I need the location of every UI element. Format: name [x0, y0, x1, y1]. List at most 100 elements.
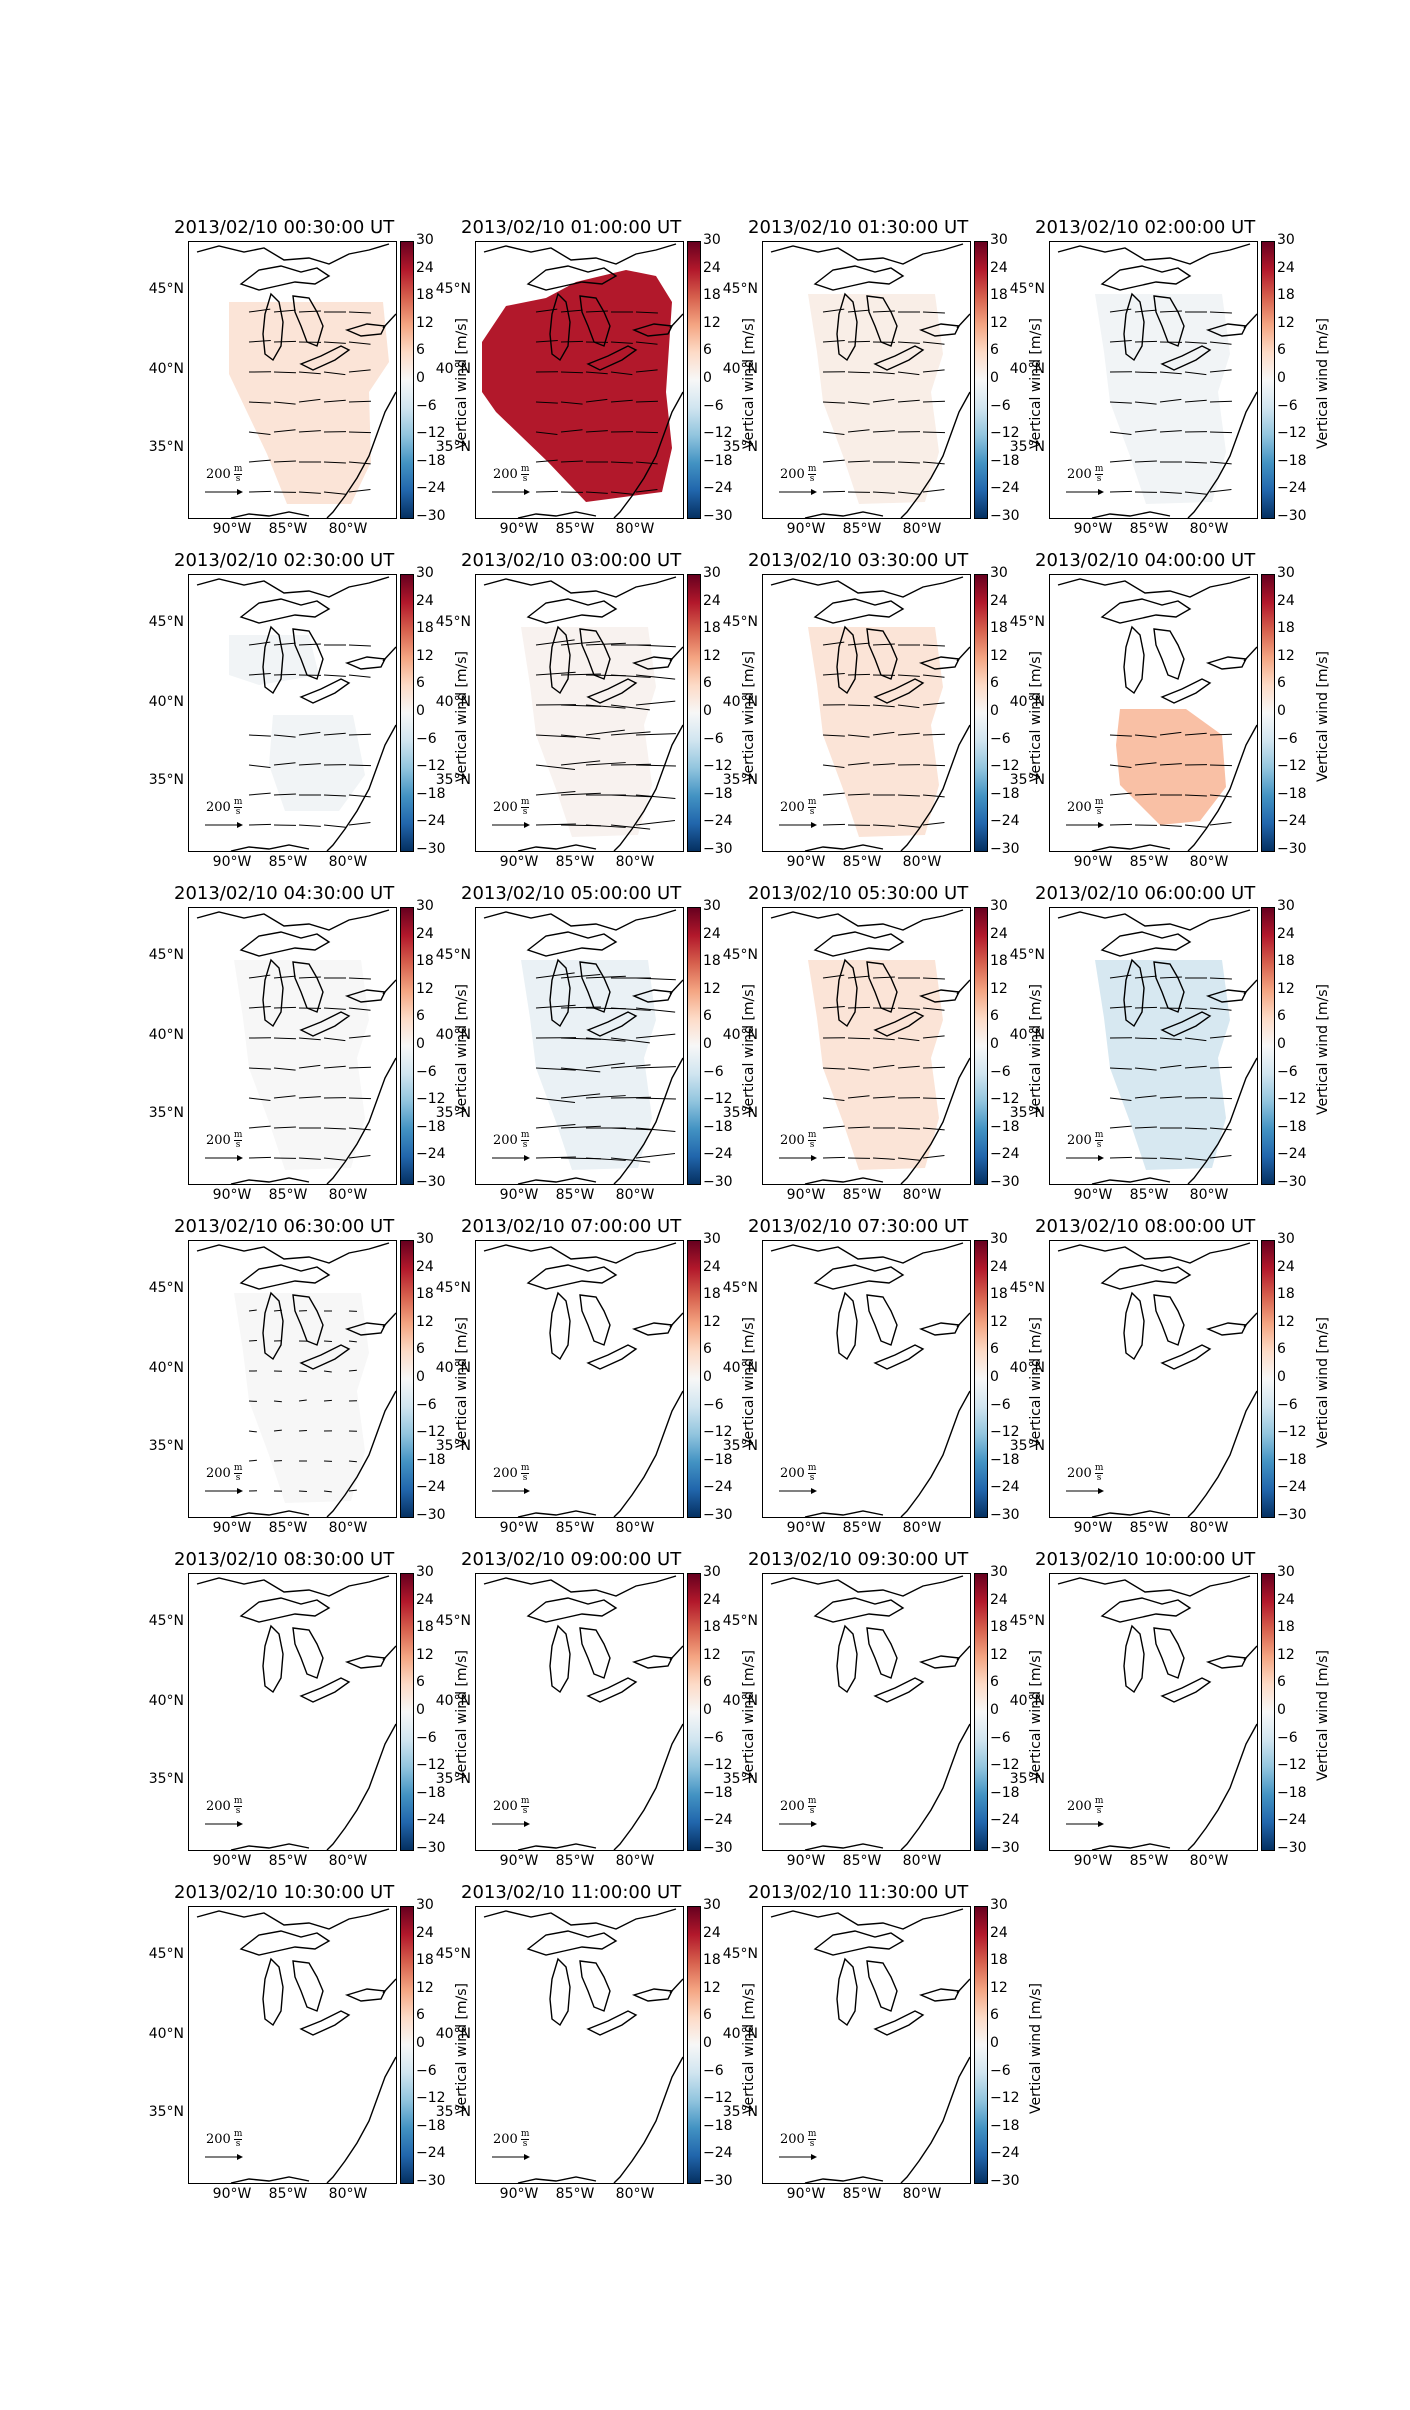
colorbar-label: Vertical wind [m/s]: [1315, 1317, 1331, 1448]
wind-arrow: [847, 309, 870, 313]
colorbar-tick-label: 24: [1277, 925, 1295, 942]
scale-arrowhead: [524, 1821, 530, 1827]
colorbar-tick-label: 12: [416, 1646, 434, 1663]
colorbar-tick-label: 30: [990, 565, 1008, 581]
panel-title: 2013/02/10 01:30:00 UT: [748, 217, 969, 238]
wind-arrow: [248, 1459, 257, 1462]
wind-arrow: [1209, 1066, 1232, 1069]
colorbar-tick-label: −18: [1277, 785, 1307, 802]
wind-arrow: [323, 1037, 346, 1042]
wind-arrow: [1159, 1037, 1182, 1041]
colorbar-tick-label: 30: [703, 232, 721, 248]
map-area: [475, 1240, 684, 1518]
coastline: [326, 724, 396, 851]
longitude-label: 80°W: [902, 854, 942, 870]
colorbar-tick-label: 18: [1277, 1286, 1295, 1303]
coastline: [1100, 931, 1192, 957]
scale-label: 200 m s: [780, 465, 817, 484]
colorbar-tick-label: 24: [416, 1924, 434, 1941]
colorbar-tick-label: −6: [990, 397, 1011, 414]
colorbar: [974, 1240, 988, 1518]
coastline: [836, 625, 858, 695]
colorbar-tick-label: 6: [990, 1341, 999, 1358]
wind-arrow: [348, 644, 371, 647]
wind-arrow: [847, 1067, 870, 1071]
colorbar: [974, 241, 988, 519]
wind-arrow: [323, 1157, 346, 1161]
wind-arrow: [922, 311, 945, 314]
map-svg: [483, 1242, 683, 1517]
coastline: [631, 1322, 674, 1336]
colorbar-label: Vertical wind [m/s]: [454, 318, 470, 449]
scale-value: 200: [780, 467, 805, 482]
colorbar-tick-label: −6: [416, 397, 437, 414]
wind-arrow: [610, 674, 651, 678]
colorbar-tick-label: −12: [1277, 1091, 1307, 1108]
coastline: [517, 1510, 597, 1517]
colorbar-tick-label: −18: [990, 1784, 1020, 1801]
map-area: [188, 1906, 397, 2184]
scale-label: 200 m s: [1067, 1797, 1104, 1816]
scale-label: 200 m s: [1067, 798, 1104, 817]
wind-arrow: [535, 490, 558, 493]
colorbar-tick-label: 12: [416, 980, 434, 997]
wind-arrow: [585, 642, 626, 646]
colorbar-tick-label: 30: [703, 1231, 721, 1247]
longitude-label: 80°W: [328, 854, 368, 870]
colorbar-label: Vertical wind [m/s]: [1315, 651, 1331, 782]
latitude-label: 45°N: [722, 947, 758, 963]
colorbar-tick-label: 24: [416, 1591, 434, 1608]
wind-arrow: [1209, 977, 1232, 980]
coastline: [299, 2010, 351, 2036]
colorbar-tick-label: 30: [703, 1564, 721, 1580]
colorbar-tick-label: 6: [703, 1674, 712, 1691]
wind-arrow: [872, 763, 895, 766]
colorbar-label: Vertical wind [m/s]: [1028, 651, 1044, 782]
map-svg: [196, 1908, 396, 2183]
colorbar-tick-label: 24: [703, 259, 721, 276]
wind-region: [234, 1293, 369, 1503]
colorbar-tick-label: −6: [1277, 730, 1298, 747]
longitude-label: 85°W: [1129, 521, 1169, 537]
scale-value: 200: [1067, 1466, 1092, 1481]
coastline: [813, 931, 905, 957]
wind-arrow: [847, 1037, 870, 1040]
wind-arrow: [535, 1124, 576, 1129]
wind-arrow: [298, 1399, 307, 1402]
coastline: [613, 2056, 683, 2183]
coastline: [344, 1988, 387, 2002]
colorbar-tick-label: −12: [416, 425, 446, 442]
colorbar-tick-label: 18: [703, 1286, 721, 1303]
coastline: [549, 292, 571, 362]
latitude-label: 35°N: [722, 2104, 758, 2120]
wind-arrow: [1109, 401, 1132, 404]
longitude-label: 80°W: [1189, 1520, 1229, 1536]
wind-arrow: [560, 401, 583, 405]
wind-arrow: [635, 1127, 676, 1132]
coastline: [1205, 323, 1248, 337]
wind-arrow: [323, 461, 346, 464]
colorbar-tick-label: 12: [990, 1646, 1008, 1663]
coastline: [579, 1960, 611, 2012]
wind-arrow: [248, 431, 271, 435]
wind-arrow: [897, 461, 920, 464]
colorbar-tick-label: −30: [416, 1507, 446, 1523]
wind-arrow: [822, 431, 845, 435]
wind-arrow: [248, 641, 271, 646]
colorbar-tick-label: −24: [1277, 1812, 1307, 1829]
latitude-label: 40°N: [722, 694, 758, 710]
wind-arrow: [635, 1033, 676, 1039]
coastline: [382, 979, 396, 995]
longitude-label: 90°W: [499, 1520, 539, 1536]
colorbar-tick-label: 18: [703, 953, 721, 970]
wind-arrow: [273, 734, 296, 738]
latitude-label: 40°N: [722, 361, 758, 377]
scale-label: 200 m s: [780, 798, 817, 817]
colorbar-tick-label: 24: [703, 1924, 721, 1941]
colorbar-tick-label: −30: [703, 508, 733, 524]
wind-arrow: [248, 1430, 257, 1433]
colorbar-tick-label: 18: [1277, 287, 1295, 304]
